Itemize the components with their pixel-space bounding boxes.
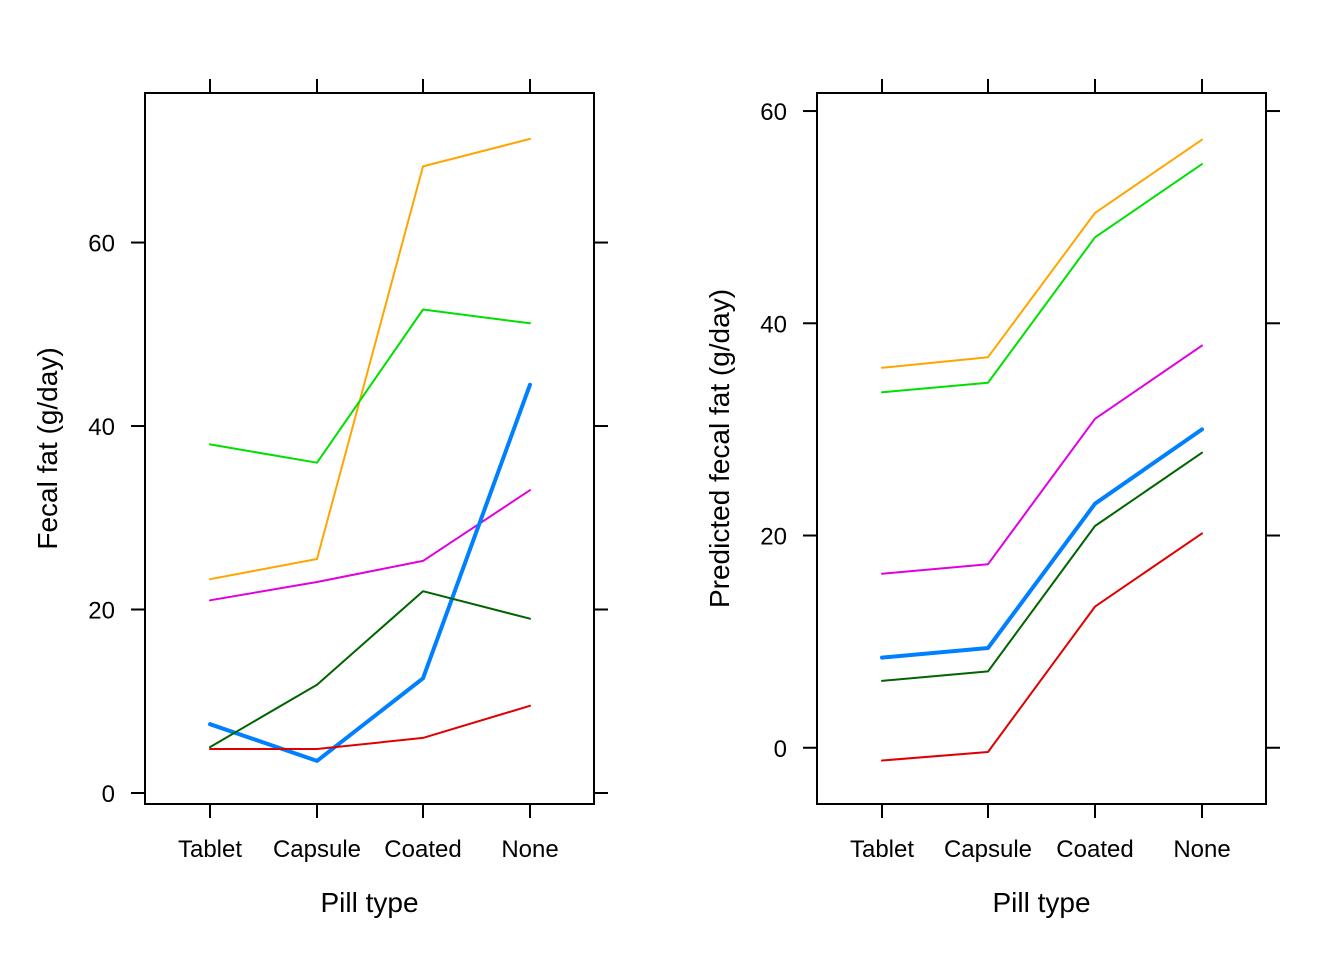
right-y-tick-label: 20	[760, 524, 787, 551]
right-y-tick-label: 0	[774, 736, 787, 763]
left-series-line-5	[209, 590, 531, 749]
right-series-line-3	[881, 344, 1203, 575]
right-series-line-5	[881, 451, 1203, 682]
left-y-tick-label: 40	[88, 414, 115, 441]
right-panel: Tablet Capsule Coated None 0 20 40 60 Pill type…	[704, 79, 1280, 918]
right-y-tick-label: 60	[760, 99, 787, 126]
left-series-line-3	[209, 489, 531, 602]
left-y-tick-label: 0	[102, 781, 115, 808]
left-series-line-4	[208, 382, 532, 763]
right-series-group	[880, 138, 1204, 762]
left-ticks: Tablet Capsule Coated None 0 20 40 60	[88, 79, 608, 863]
left-x-axis-title: Pill type	[320, 887, 418, 918]
right-series-line-4	[880, 427, 1204, 660]
right-y-axis-title: Predicted fecal fat (g/day)	[704, 289, 735, 608]
left-x-tick-label: Capsule	[273, 836, 361, 863]
right-series-line-2	[881, 163, 1203, 394]
left-series-group	[208, 137, 532, 763]
left-series-line-2	[209, 308, 531, 464]
left-series-line-6	[209, 704, 531, 750]
right-x-tick-label: Coated	[1056, 836, 1133, 863]
right-plot-frame	[816, 92, 1267, 805]
left-y-tick-label: 20	[88, 598, 115, 625]
right-y-tick-label: 40	[760, 311, 787, 338]
right-x-axis-title: Pill type	[992, 887, 1090, 918]
right-x-tick-label: Capsule	[944, 836, 1032, 863]
right-ticks: Tablet Capsule Coated None 0 20 40 60	[760, 79, 1280, 863]
left-series-line-1	[209, 137, 531, 581]
left-y-tick-label: 60	[88, 231, 115, 258]
right-series-line-6	[881, 532, 1203, 762]
left-x-tick-label: Coated	[384, 836, 461, 863]
left-y-axis-title: Fecal fat (g/day)	[32, 347, 63, 549]
left-plot-frame	[144, 92, 595, 805]
left-x-tick-label: Tablet	[178, 836, 242, 863]
right-x-tick-label: Tablet	[850, 836, 914, 863]
left-x-tick-label: None	[501, 836, 558, 863]
right-x-tick-label: None	[1173, 836, 1230, 863]
right-series-line-1	[881, 138, 1203, 369]
left-panel: Tablet Capsule Coated None 0 20 40 60 Pill type…	[32, 79, 608, 918]
